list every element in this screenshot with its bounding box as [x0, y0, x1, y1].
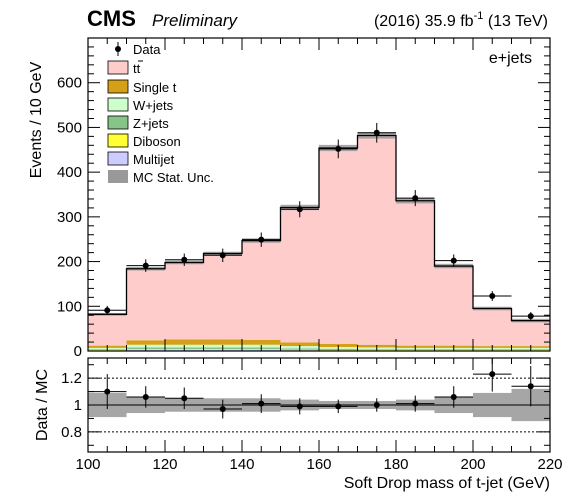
- ratio-axis-ticks: 0.8 1 1.2 100 120 140 160 180 200 220: [61, 358, 563, 473]
- legend-wjets-label: W+jets: [133, 98, 174, 113]
- data-point-8: [412, 195, 419, 202]
- data-points: [88, 122, 550, 321]
- main-axis-ticks: 0 100 200 300 400 500 600: [57, 38, 551, 360]
- legend-zjets-label: Z+jets: [133, 116, 169, 131]
- data-point-4: [258, 236, 265, 243]
- legend-mcstat-label: MC Stat. Unc.: [133, 170, 214, 185]
- data-point-7: [373, 129, 380, 136]
- bar-ttbar-3: [203, 253, 242, 340]
- bar-ttbar-6: [319, 147, 358, 344]
- y-tick-label-3: 300: [57, 209, 82, 226]
- legend-single-t-swatch: [107, 79, 129, 94]
- y-axis-label: Events / 10 GeV: [28, 61, 45, 178]
- ratio-points: [88, 358, 550, 419]
- legend-ttbar-swatch: [107, 60, 129, 75]
- lumi-value: (2016) 35.9 fb: [374, 13, 474, 30]
- x-tick-label-5: 200: [460, 456, 485, 473]
- ratio-panel: 0.8 1 1.2 100 120 140 160 180 200 220: [61, 357, 563, 473]
- ratio-point-3: [219, 406, 226, 413]
- legend-multijet-swatch: [107, 151, 129, 166]
- ratio-y-tick-label-1: 1: [74, 397, 82, 414]
- ratio-y-axis-label: Data / MC: [34, 369, 51, 441]
- ratio-point-2: [181, 395, 188, 402]
- lumi-exponent: -1: [474, 10, 484, 22]
- legend-ttbar-label: tt: [133, 61, 141, 76]
- y-tick-label-1: 100: [57, 298, 82, 315]
- lumi-label: (2016) 35.9 fb-1 (13 TeV): [374, 10, 548, 30]
- y-tick-label-0: 0: [74, 343, 82, 360]
- legend-wjets-swatch: [107, 97, 129, 112]
- data-point-3: [219, 252, 226, 259]
- legend-diboson-swatch: [107, 133, 129, 148]
- ratio-point-6: [335, 403, 342, 410]
- x-tick-label-2: 140: [229, 456, 254, 473]
- bar-single_t-2: [165, 339, 204, 345]
- bar-single_t-5: [280, 342, 319, 347]
- ratio-point-8: [412, 400, 419, 407]
- bar-single_t-4: [242, 339, 281, 345]
- ratio-y-tick-label-2: 1.2: [61, 370, 82, 387]
- energy-label: (13 TeV): [488, 13, 548, 30]
- ratio-point-10: [489, 371, 496, 378]
- legend-multijet-label: Multijet: [133, 152, 175, 167]
- ratio-point-9: [450, 393, 457, 400]
- ratio-point-0: [104, 388, 111, 395]
- y-tick-label-6: 600: [57, 75, 82, 92]
- data-point-5: [296, 206, 303, 213]
- legend-ttbar-tbar: t: [137, 61, 141, 76]
- bar-ttbar-4: [242, 240, 281, 340]
- y-tick-label-5: 500: [57, 119, 82, 136]
- legend-zjets-swatch: [107, 115, 129, 130]
- ratio-y-tick-label-0: 0.8: [61, 424, 82, 441]
- legend: Data tt Single t W+jets Z+jets Diboson M…: [107, 42, 214, 185]
- ratio-point-1: [142, 393, 149, 400]
- main-panel: 0 100 200 300 400 500 600: [57, 37, 551, 360]
- legend-mcstat-swatch: [108, 170, 128, 183]
- bar-ttbar-1: [126, 268, 165, 341]
- experiment-label: CMS: [87, 6, 136, 31]
- mc-total-outline: [88, 134, 550, 322]
- bar-ttbar-11: [511, 320, 550, 347]
- data-point-9: [450, 257, 457, 264]
- x-tick-label-4: 180: [383, 456, 408, 473]
- x-tick-label-0: 100: [75, 456, 100, 473]
- bar-ttbar-10: [473, 308, 512, 347]
- bar-single_t-3: [203, 339, 242, 345]
- bar-ttbar-0: [88, 314, 127, 346]
- y-tick-label-2: 200: [57, 254, 82, 271]
- bar-ttbar-8: [396, 201, 435, 346]
- ratio-reference-lines: [88, 377, 550, 433]
- bar-ttbar-7: [357, 135, 396, 345]
- ratio-point-5: [296, 403, 303, 410]
- x-tick-label-3: 160: [306, 456, 331, 473]
- data-point-1: [142, 262, 149, 269]
- bar-ttbar-5: [280, 207, 319, 343]
- data-point-10: [489, 293, 496, 300]
- ratio-point-11: [527, 383, 534, 390]
- data-point-2: [181, 256, 188, 263]
- legend-single-t-label: Single t: [133, 80, 177, 95]
- legend-diboson-label: Diboson: [133, 134, 181, 149]
- x-axis-label: Soft Drop mass of t-jet (GeV): [344, 475, 550, 492]
- ratio-point-4: [258, 400, 265, 407]
- bar-ttbar-2: [165, 262, 204, 340]
- status-label: Preliminary: [152, 11, 239, 30]
- x-tick-label-6: 220: [537, 456, 562, 473]
- legend-data-marker: [115, 42, 121, 56]
- data-point-6: [335, 145, 342, 152]
- data-point-11: [527, 313, 534, 320]
- data-point-0: [104, 307, 111, 314]
- ratio-point-7: [373, 402, 380, 408]
- channel-label: e+jets: [489, 50, 532, 67]
- x-tick-label-1: 120: [152, 456, 177, 473]
- bar-single_t-1: [126, 340, 165, 345]
- legend-ttbar-t: t: [133, 61, 137, 76]
- y-tick-label-4: 400: [57, 164, 82, 181]
- bar-ttbar-9: [434, 266, 473, 346]
- legend-data-label: Data: [133, 42, 161, 57]
